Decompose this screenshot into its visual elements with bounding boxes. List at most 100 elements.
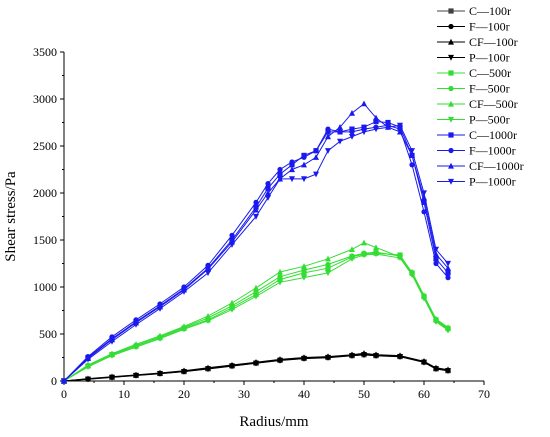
data-point — [349, 109, 355, 116]
legend-label: P—100r — [469, 51, 510, 65]
legend-marker — [448, 38, 454, 45]
legend-entry: P—1000r — [437, 175, 516, 189]
legend-label: F—1000r — [469, 144, 516, 158]
data-point — [409, 148, 415, 154]
data-point — [253, 360, 259, 367]
y-tick-label: 1000 — [33, 280, 57, 294]
data-point — [373, 126, 379, 133]
data-point — [301, 161, 307, 168]
data-point — [421, 199, 427, 205]
data-point — [445, 270, 451, 276]
legend-entry: CF—100r — [437, 35, 518, 49]
legend-label: C—1000r — [469, 128, 517, 142]
data-point — [229, 232, 235, 238]
legend-marker — [448, 8, 454, 14]
data-point — [157, 306, 163, 312]
data-point — [253, 293, 259, 300]
legend-entry: CF—500r — [437, 97, 518, 111]
data-point — [277, 166, 283, 173]
legend-marker — [448, 132, 454, 138]
data-point — [433, 250, 439, 257]
legend-entry: C—500r — [437, 66, 511, 80]
data-point — [373, 353, 379, 360]
data-point — [277, 276, 283, 283]
data-point — [253, 206, 259, 213]
data-point — [277, 274, 283, 280]
data-point — [85, 356, 91, 363]
series-11 — [61, 100, 451, 384]
data-point — [301, 176, 307, 183]
data-point — [265, 195, 271, 201]
data-point — [361, 252, 367, 259]
data-point — [445, 275, 451, 281]
data-point — [109, 374, 115, 381]
data-point — [157, 371, 163, 377]
data-point — [337, 138, 343, 145]
data-point — [445, 265, 451, 271]
data-point — [109, 353, 115, 359]
legend-label: F—500r — [469, 82, 510, 96]
series-9 — [61, 118, 451, 384]
data-point — [289, 162, 295, 168]
data-point — [337, 124, 343, 130]
data-point — [181, 369, 187, 375]
data-point — [421, 359, 427, 366]
data-point — [421, 295, 427, 302]
legend-label: F—100r — [469, 20, 510, 34]
legend-label: CF—1000r — [469, 159, 524, 173]
data-point — [265, 185, 271, 191]
data-point — [325, 355, 331, 361]
data-point — [109, 338, 115, 345]
legend-marker — [448, 147, 454, 154]
data-point — [445, 260, 451, 267]
series-4 — [61, 352, 451, 385]
data-point — [313, 154, 319, 160]
legend-label: CF—500r — [469, 97, 518, 111]
legend-entry: F—100r — [437, 20, 510, 34]
data-point — [445, 327, 451, 334]
data-point — [325, 261, 331, 268]
series-line — [63, 121, 449, 382]
data-point — [277, 357, 283, 364]
data-point — [325, 133, 331, 140]
data-point — [349, 129, 355, 135]
legend-entry: P—100r — [437, 51, 510, 65]
y-axis-title: Shear stress/Pa — [3, 171, 19, 262]
y-tick-label: 1500 — [33, 233, 57, 247]
data-point — [421, 190, 427, 197]
data-point — [277, 268, 283, 275]
axes — [63, 52, 484, 382]
data-point — [61, 378, 67, 385]
data-point — [229, 299, 235, 306]
data-point — [361, 129, 367, 136]
data-point — [229, 306, 235, 313]
legend-label: P—1000r — [469, 175, 516, 189]
series-line — [63, 253, 449, 382]
data-point — [133, 344, 139, 351]
data-point — [445, 368, 451, 375]
data-point — [205, 265, 211, 272]
tick-labels: 0 10 20 30 40 50 60 70 0 500 1000 1500 2000 2500 3000 3… — [33, 45, 490, 401]
data-point — [85, 376, 91, 383]
data-point — [205, 366, 211, 373]
data-point — [277, 279, 283, 286]
data-point — [301, 356, 307, 362]
data-point — [301, 154, 307, 160]
legend-entry: C—1000r — [437, 128, 517, 142]
data-point — [313, 171, 319, 178]
data-point — [325, 126, 331, 132]
data-point — [289, 159, 295, 165]
data-point — [205, 262, 211, 268]
data-point — [409, 272, 415, 278]
legend-label: C—500r — [469, 66, 511, 80]
data-point — [397, 128, 403, 135]
legend: C—100rF—100rCF—100rP—100rC—500rF—500rCF—… — [437, 4, 524, 189]
data-point — [385, 119, 391, 126]
data-point — [301, 275, 307, 281]
data-point — [265, 181, 271, 187]
legend-marker — [448, 85, 454, 92]
data-point — [349, 134, 355, 140]
data-point — [349, 246, 355, 252]
data-point — [85, 364, 91, 371]
data-point — [349, 126, 355, 132]
